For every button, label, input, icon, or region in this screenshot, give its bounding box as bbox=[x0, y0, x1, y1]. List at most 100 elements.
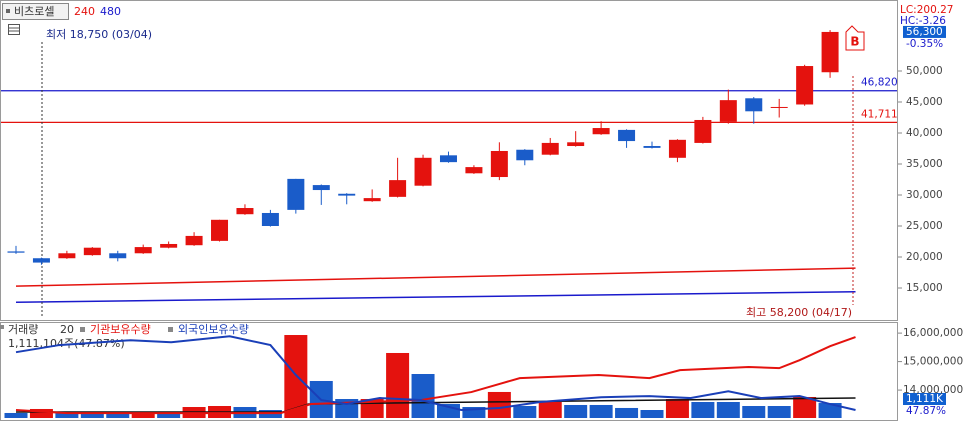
ma-line bbox=[15, 267, 856, 287]
holding-line bbox=[15, 336, 856, 415]
candle-body bbox=[236, 208, 254, 215]
ma-legend: 480 bbox=[100, 5, 121, 18]
candle-body bbox=[821, 31, 839, 73]
candle-body bbox=[134, 247, 152, 254]
candle-body bbox=[389, 180, 407, 197]
candle-body bbox=[694, 119, 712, 143]
candle-body bbox=[363, 198, 381, 202]
volume-bar bbox=[284, 335, 308, 418]
candle-body bbox=[261, 212, 279, 226]
change-label: -0.35% bbox=[906, 38, 943, 50]
volume-bar bbox=[640, 410, 664, 418]
y-tick-label: 40,000 bbox=[906, 127, 943, 139]
last-price: 56,300 bbox=[906, 26, 943, 38]
y-tick-label: 45,000 bbox=[906, 96, 943, 108]
volume-bar bbox=[538, 402, 562, 418]
y-tick-label: 50,000 bbox=[906, 65, 943, 77]
bullet bbox=[168, 327, 173, 332]
y2-tick-label: 15,000,000 bbox=[903, 356, 963, 368]
y-tick-label: 35,000 bbox=[906, 158, 943, 170]
volume-bar bbox=[691, 402, 715, 418]
volume-bar bbox=[513, 406, 537, 418]
volume-bar bbox=[818, 403, 842, 418]
last-price-box bbox=[903, 25, 946, 38]
volume-bar bbox=[793, 396, 817, 418]
buy-marker-label: B bbox=[850, 35, 859, 49]
candle-body bbox=[770, 106, 788, 108]
bullet bbox=[80, 327, 85, 332]
volume-bar bbox=[55, 411, 79, 418]
hc-label: HC:-3.26 bbox=[900, 15, 946, 27]
volume-bar bbox=[716, 402, 740, 418]
buy-marker[interactable] bbox=[845, 25, 865, 51]
candle-body bbox=[745, 98, 763, 112]
volume-bar bbox=[615, 407, 639, 418]
volume-bar bbox=[386, 352, 410, 418]
volume-bar bbox=[157, 411, 181, 418]
volume-bar bbox=[589, 404, 613, 418]
volume-bar bbox=[4, 412, 28, 418]
level-label: 41,711 bbox=[861, 108, 898, 120]
stock-name: 비츠로셀 bbox=[14, 5, 54, 18]
volume-bar bbox=[131, 412, 155, 418]
candle-body bbox=[211, 219, 229, 241]
y-tick-label: 15,000 bbox=[906, 282, 943, 294]
candle-body bbox=[338, 193, 356, 196]
candle-body bbox=[490, 150, 508, 178]
holding-info: 1,111,104주(47.87%) bbox=[8, 337, 125, 350]
candle-body bbox=[439, 155, 457, 163]
candle-body bbox=[109, 253, 127, 259]
y-tick-label: 25,000 bbox=[906, 220, 943, 232]
candle-body bbox=[58, 253, 76, 259]
y2-tick-label: 14,000,000 bbox=[903, 384, 963, 396]
volume-bar bbox=[665, 399, 689, 418]
holding-line bbox=[15, 335, 856, 412]
y-tick-label: 20,000 bbox=[906, 251, 943, 263]
lc-label: LC:200.27 bbox=[900, 4, 953, 16]
volume-bar bbox=[742, 406, 766, 418]
ma-line bbox=[15, 290, 856, 304]
candle-body bbox=[618, 129, 636, 142]
candle-body bbox=[592, 128, 610, 135]
last-pct: 47.87% bbox=[906, 405, 946, 417]
candle-body bbox=[668, 139, 686, 158]
grid-icon[interactable] bbox=[8, 24, 20, 35]
volume-bar bbox=[487, 391, 511, 418]
level-label: 46,820 bbox=[861, 77, 898, 89]
candle-body bbox=[796, 66, 814, 105]
candle-body bbox=[32, 258, 50, 263]
volume-bar bbox=[462, 407, 486, 418]
candle-body bbox=[541, 142, 559, 155]
candle-body bbox=[287, 178, 305, 210]
candle-body bbox=[83, 247, 101, 256]
volume-bar bbox=[564, 404, 588, 418]
last-box bbox=[903, 393, 946, 405]
volume-bar bbox=[29, 408, 53, 418]
volume-bar bbox=[411, 374, 435, 418]
candle-body bbox=[312, 185, 330, 191]
candle-body bbox=[719, 100, 737, 122]
bullet bbox=[0, 325, 4, 329]
volume-bar bbox=[767, 406, 791, 418]
candle-body bbox=[465, 167, 483, 174]
low-note: 최저 18,750 (03/04) bbox=[46, 28, 152, 41]
volume-bar bbox=[80, 411, 104, 418]
candle-body bbox=[643, 146, 661, 148]
y-tick-label: 30,000 bbox=[906, 189, 943, 201]
series-legend: 외국인보유수량 bbox=[178, 323, 249, 336]
last-k: 1,111K bbox=[906, 393, 944, 405]
candle-body bbox=[414, 157, 432, 186]
candle-body bbox=[185, 235, 203, 246]
volume-ma-legend: 20 bbox=[60, 323, 74, 336]
volume-bar bbox=[106, 412, 130, 418]
ma-legend: 240 bbox=[74, 5, 95, 18]
high-note: 최고 58,200 (04/17) bbox=[746, 306, 852, 319]
candle-body bbox=[567, 142, 585, 147]
name-box[interactable] bbox=[2, 3, 69, 20]
candle-body bbox=[7, 251, 25, 253]
candle-body bbox=[160, 243, 178, 248]
candle-body bbox=[516, 149, 534, 161]
bullet bbox=[6, 9, 10, 13]
volume-legend: 거래량 bbox=[8, 323, 38, 336]
